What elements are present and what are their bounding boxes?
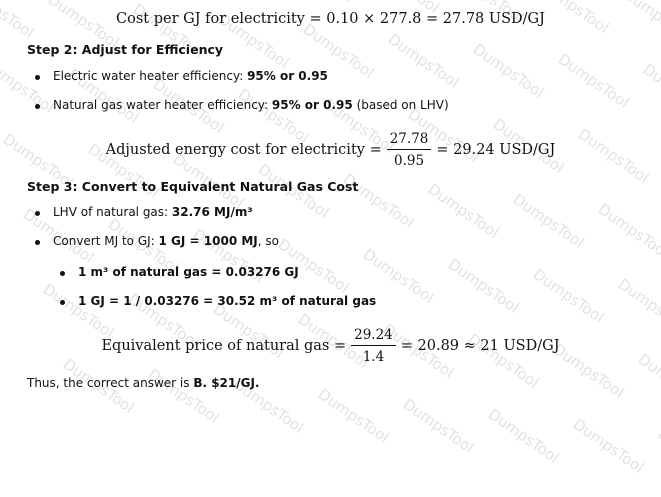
watermark: DumpsTool — [424, 180, 503, 242]
bullet-item: Convert MJ to GJ: 1 GJ = 1000 MJ, so — [53, 234, 279, 248]
step-heading: Step 2: Adjust for Efficiency — [27, 42, 224, 57]
watermark: DumpsTool — [509, 190, 588, 252]
page: DumpsTool DumpsTool DumpsTool DumpsTool Dump… — [0, 0, 661, 487]
bold-text: 1 m³ of natural gas = 0.03276 GJ — [78, 265, 299, 279]
equation: Adjusted energy cost for electricity = 27… — [0, 130, 661, 170]
bold-text: 32.76 MJ/m³ — [171, 205, 253, 219]
bold-text: 1 GJ = 1 / 0.03276 = 30.52 m³ of natural… — [78, 294, 377, 308]
equation-rhs: = 20.89 ≈ 21 USD/GJ — [400, 338, 560, 354]
fraction: 29.24 1.4 — [351, 327, 396, 365]
watermark: DumpsTool — [484, 405, 563, 467]
watermark: DumpsTool — [314, 385, 393, 447]
bullet-item: LHV of natural gas: 32.76 MJ/m³ — [53, 205, 253, 219]
watermark: DumpsTool — [569, 415, 648, 477]
watermark: DumpsTool — [384, 30, 463, 92]
bullet-item: 1 GJ = 1 / 0.03276 = 30.52 m³ of natural… — [78, 294, 376, 308]
watermark: DumpsTool — [639, 60, 661, 122]
text: Convert MJ to GJ: — [53, 234, 159, 248]
fraction: 27.78 0.95 — [386, 131, 432, 169]
equation: Equivalent price of natural gas = 29.24 1.… — [0, 326, 661, 366]
equation-lhs: Equivalent price of natural gas = — [101, 338, 347, 354]
bullet-dot — [60, 271, 65, 276]
watermark: DumpsTool — [654, 425, 661, 487]
bullet-dot — [35, 211, 40, 216]
bullet-item: 1 m³ of natural gas = 0.03276 GJ — [78, 265, 299, 279]
watermark: DumpsTool — [554, 50, 633, 112]
watermark: DumpsTool — [594, 200, 661, 262]
text: , so — [257, 234, 279, 248]
text: (based on LHV) — [352, 98, 449, 112]
text: Electric water heater efficiency: — [53, 69, 248, 83]
watermark: DumpsTool — [444, 255, 523, 317]
equation-lhs: Adjusted energy cost for electricity = — [105, 142, 382, 158]
bullet-dot — [35, 75, 40, 80]
bullet-dot — [35, 104, 40, 109]
equation-rhs: = 29.24 USD/GJ — [436, 142, 556, 158]
step-heading: Step 3: Convert to Equivalent Natural Ga… — [27, 179, 359, 194]
equation-lhs: Cost per GJ for electricity = 0.10 × 277… — [116, 11, 545, 27]
bullet-dot — [35, 240, 40, 245]
conclusion: Thus, the correct answer is B. $21/GJ. — [27, 376, 260, 390]
bold-text: B. $21/GJ. — [193, 376, 260, 390]
bullet-item: Natural gas water heater efficiency: 95%… — [53, 98, 449, 112]
text: Thus, the correct answer is — [27, 376, 194, 390]
text: Natural gas water heater efficiency: — [53, 98, 272, 112]
equation: Cost per GJ for electricity = 0.10 × 277… — [0, 8, 661, 30]
watermark: DumpsTool — [529, 265, 608, 327]
numerator: 27.78 — [386, 131, 432, 150]
denominator: 0.95 — [394, 153, 425, 169]
watermark: DumpsTool — [469, 40, 548, 102]
numerator: 29.24 — [351, 327, 396, 346]
watermark: DumpsTool — [0, 55, 58, 117]
watermark: DumpsTool — [280, 0, 358, 7]
bold-text: 95% or 0.95 — [247, 69, 328, 83]
text: LHV of natural gas: — [53, 205, 172, 219]
watermark: DumpsTool — [399, 395, 478, 457]
bold-text: 1 GJ = 1000 MJ — [158, 234, 258, 248]
watermark: DumpsTool — [144, 365, 223, 427]
bold-text: 95% or 0.95 — [271, 98, 353, 112]
bullet-item: Electric water heater efficiency: 95% or… — [53, 69, 328, 83]
bullet-dot — [60, 300, 65, 305]
denominator: 1.4 — [362, 349, 385, 365]
